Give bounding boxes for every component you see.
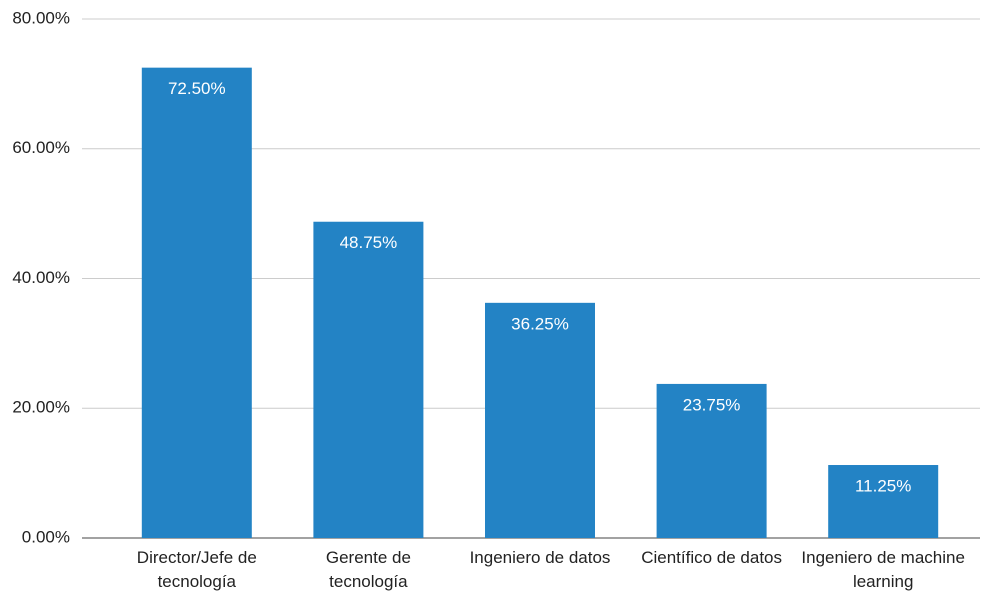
y-tick-label: 80.00% [12, 8, 70, 27]
x-tick-label: Ingeniero de datos [469, 548, 611, 567]
y-tick-label: 40.00% [12, 268, 70, 287]
y-tick-label: 0.00% [22, 527, 70, 546]
bar [828, 465, 939, 538]
x-tick-label: Gerente de tecnología [325, 548, 411, 591]
y-tick-label: 60.00% [12, 138, 70, 157]
bar [656, 383, 767, 538]
value-label: 36.25% [511, 314, 569, 333]
value-label: 11.25% [855, 477, 911, 496]
bar [313, 221, 424, 538]
x-tick-label: Científico de datos [641, 548, 782, 567]
value-label: 23.75% [683, 395, 741, 414]
y-tick-label: 20.00% [12, 398, 70, 417]
x-tick-label: Director/Jefe de tecnología [136, 548, 257, 591]
bar [485, 302, 595, 538]
x-tick-label: Ingeniero de machine learning [801, 548, 965, 591]
value-label: 48.75% [340, 233, 398, 252]
bar [141, 67, 252, 538]
value-label: 72.50% [168, 79, 226, 98]
